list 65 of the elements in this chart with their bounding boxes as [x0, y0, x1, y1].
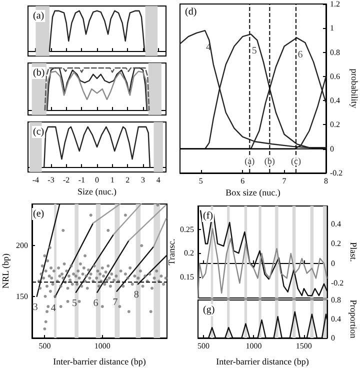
ref-line-label: (c) — [290, 156, 301, 166]
series-label: 5 — [72, 298, 77, 309]
y2-tick-label: 0 — [331, 334, 335, 342]
chart-title: (c) — [33, 126, 44, 138]
x-axis-title: Size (nuc.) — [78, 186, 116, 196]
y2-axis-title: Plast. — [348, 242, 358, 262]
x-tick-label: 5 — [198, 176, 203, 186]
y2-tick-label: 0 — [331, 258, 335, 268]
ref-line-label: (b) — [264, 156, 275, 166]
x-tick-label: -2 — [62, 176, 70, 184]
chart-title: (b) — [33, 68, 45, 78]
x-axis-title: Inter-barrier distance (bp) — [216, 356, 309, 366]
series-label: 8 — [134, 290, 139, 301]
series-label: 6 — [93, 298, 98, 309]
x-tick-label: -1 — [78, 176, 86, 184]
x-tick-label: 0 — [95, 176, 99, 184]
y2-tick-label: 0.4 — [330, 96, 340, 106]
x-tick-label: 8 — [324, 176, 328, 186]
y2-tick-label: 1 — [330, 24, 334, 33]
y2-tick-label: -0.2 — [330, 168, 343, 178]
y2-axis-title: Proportion — [348, 300, 358, 339]
y-axis-title: Transc. — [166, 238, 177, 266]
series-label: 6 — [298, 49, 303, 60]
chart-title: (g) — [203, 304, 215, 316]
y-tick-label: 0.2 — [184, 248, 194, 258]
x-tick-label: 1500 — [296, 342, 312, 350]
y-tick-label: 0.15 — [180, 272, 194, 282]
y2-tick-label: 0.2 — [331, 239, 341, 248]
x-tick-label: 4 — [156, 176, 160, 184]
y2-tick-label: 1.2 — [330, 0, 340, 8]
chart-title: (d) — [185, 6, 197, 18]
y2-tick-label: -0.2 — [331, 278, 344, 288]
text: (e) — [33, 208, 44, 220]
x-tick-label: 3 — [141, 176, 145, 184]
x-tick-label: 6 — [240, 176, 245, 186]
x-tick-label: 1000 — [246, 342, 262, 350]
y2-tick-label: 0.2 — [330, 120, 340, 130]
y2-tick-label: 0.8 — [331, 296, 341, 304]
x-tick-label: -4 — [32, 176, 40, 184]
y-tick-label: 200 — [16, 241, 28, 250]
y2-tick-label: 0.4 — [331, 314, 341, 324]
x-tick-label: 7 — [282, 176, 286, 186]
x-tick-label: 2 — [126, 176, 130, 184]
series-label: 7 — [112, 296, 118, 308]
series-label: 4 — [50, 302, 56, 314]
y-tick-label: 0.25 — [180, 225, 194, 234]
x-tick-label: 1000 — [94, 342, 110, 350]
x-axis-title: Box size (nuc.) — [226, 188, 280, 198]
x-tick-label: -3 — [48, 176, 54, 184]
y2-tick-label: 0.6 — [330, 72, 340, 81]
y2-tick-label: 0.4 — [331, 219, 341, 228]
y2-tick-label: 0 — [330, 144, 334, 154]
x-tick-label: 500 — [38, 342, 51, 350]
series-label: 3 — [32, 302, 38, 313]
text: (f) — [203, 210, 213, 222]
ref-line-label: (a) — [244, 156, 255, 166]
x-tick-label: 500 — [198, 342, 210, 350]
y2-axis-title: probability — [350, 68, 360, 109]
chart-title: (a) — [33, 10, 44, 22]
series-label: 5 — [252, 46, 257, 57]
y-tick-label: 150 — [16, 292, 28, 301]
x-tick-label: 1 — [110, 176, 114, 184]
y-axis-title: NRL (bp) — [0, 254, 10, 288]
y2-tick-label: 0.8 — [330, 48, 340, 57]
x-axis-title: Inter-barrier distance (bp) — [53, 356, 146, 366]
